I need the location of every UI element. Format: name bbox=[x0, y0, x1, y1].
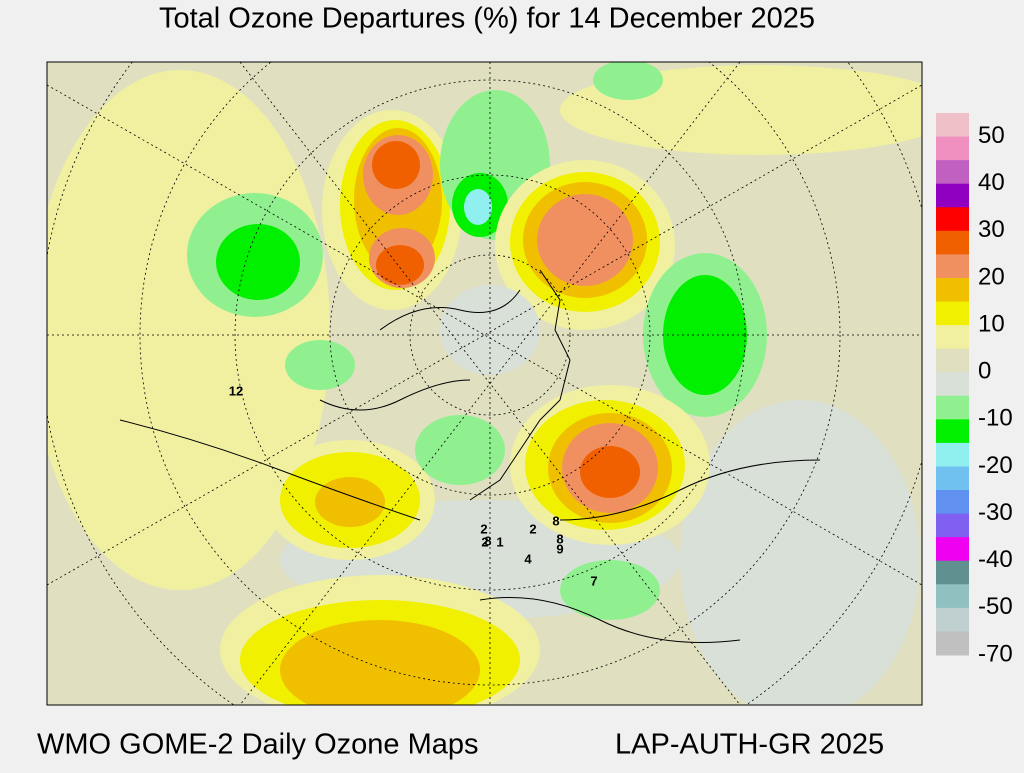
colorbar-swatch bbox=[936, 301, 969, 326]
station-label: 1 bbox=[496, 534, 503, 549]
colorbar-swatch bbox=[936, 584, 969, 609]
colorbar-swatch bbox=[936, 560, 969, 585]
colorbar-swatch bbox=[936, 113, 969, 138]
colorbar-swatch bbox=[936, 230, 969, 255]
colorbar-label: -10 bbox=[978, 405, 1013, 432]
footer-right: LAP-AUTH-GR 2025 bbox=[615, 729, 884, 761]
colorbar-swatch bbox=[936, 277, 969, 303]
colorbar-label: 30 bbox=[978, 216, 1005, 243]
colorbar-swatch bbox=[936, 607, 969, 632]
station-label: 9 bbox=[556, 541, 563, 556]
colorbar-label: -70 bbox=[978, 640, 1013, 667]
station-label: 8 bbox=[484, 533, 491, 548]
colorbar-swatch bbox=[936, 160, 969, 185]
map-frame bbox=[46, 61, 923, 706]
colorbar-swatch bbox=[936, 537, 969, 562]
colorbar-label: -30 bbox=[978, 499, 1013, 526]
colorbar-label: -50 bbox=[978, 593, 1013, 620]
station-label: 7 bbox=[590, 573, 597, 588]
map bbox=[47, 62, 922, 705]
colorbar-swatch bbox=[936, 466, 969, 491]
station-label: 4 bbox=[524, 551, 532, 566]
colorbar-label: 0 bbox=[978, 358, 991, 385]
colorbar-swatch bbox=[936, 372, 969, 397]
colorbar-swatch bbox=[936, 254, 969, 279]
colorbar-label: 50 bbox=[978, 122, 1005, 149]
station-label: 8 bbox=[556, 531, 563, 546]
colorbar-swatch bbox=[936, 419, 969, 444]
colorbar-swatch bbox=[936, 490, 969, 515]
title: Total Ozone Departures (%) for 14 Decemb… bbox=[159, 3, 815, 35]
colorbar-swatch bbox=[936, 513, 969, 538]
station-label: 12 bbox=[229, 383, 243, 398]
colorbar-label: 40 bbox=[978, 169, 1005, 196]
station-label: 2 bbox=[481, 534, 488, 549]
colorbar-swatch bbox=[936, 631, 969, 656]
colorbar: 50 40 30 20 10 0 -10 -20 -30 -40 -50 -70 bbox=[936, 113, 1013, 667]
station-label: 8 bbox=[552, 513, 559, 528]
station-label: 2 bbox=[480, 521, 487, 536]
footer-left: WMO GOME-2 Daily Ozone Maps bbox=[37, 729, 479, 761]
colorbar-label: -20 bbox=[978, 452, 1013, 479]
colorbar-label: -40 bbox=[978, 546, 1013, 573]
colorbar-swatch bbox=[936, 325, 969, 350]
colorbar-swatch bbox=[936, 442, 969, 467]
colorbar-swatch bbox=[936, 207, 969, 232]
colorbar-swatch bbox=[936, 395, 969, 420]
colorbar-swatch bbox=[936, 348, 969, 373]
colorbar-swatch bbox=[936, 136, 969, 161]
colorbar-label: 20 bbox=[978, 263, 1005, 290]
colorbar-label: 10 bbox=[978, 310, 1005, 337]
colorbar-swatch bbox=[936, 183, 969, 208]
station-label: 2 bbox=[529, 521, 536, 536]
